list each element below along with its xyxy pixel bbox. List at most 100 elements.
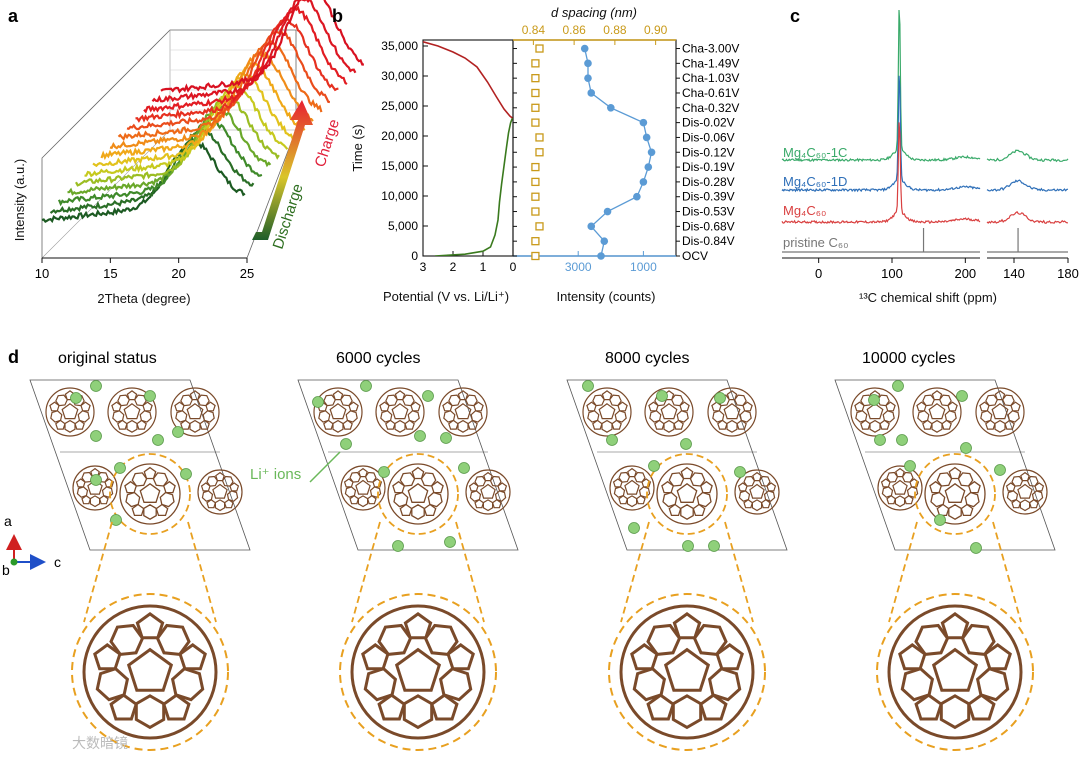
y-tick-label: 5,000 bbox=[388, 219, 418, 233]
state-label: Dis-0.28V bbox=[682, 175, 735, 189]
panel-c-nmr: 0 100 200 140 180 Mg₄C₆₀-1C Mg₄C₆₀-1D Mg₄C₆₀… bbox=[781, 9, 1079, 305]
li-ion bbox=[414, 430, 426, 442]
d-spacing-point bbox=[531, 162, 540, 172]
fullerene bbox=[582, 387, 632, 437]
x-tick-label: 0 bbox=[510, 260, 517, 274]
li-ion bbox=[180, 468, 192, 480]
d-spacing-point bbox=[535, 222, 544, 231]
li-ion bbox=[956, 390, 968, 402]
panel-d-structures bbox=[29, 379, 1056, 751]
fullerene bbox=[1002, 469, 1048, 515]
fullerene bbox=[119, 463, 181, 525]
intensity-point bbox=[607, 104, 615, 112]
d-spacing-point bbox=[531, 251, 540, 261]
li-ion bbox=[90, 474, 102, 486]
zoom-line bbox=[455, 521, 485, 623]
highlight-circle bbox=[109, 453, 191, 535]
fullerene bbox=[644, 387, 694, 437]
y-tick-label: 0 bbox=[411, 249, 418, 263]
panel-b-top-label: d spacing (nm) bbox=[551, 5, 637, 20]
highlight-circle bbox=[914, 453, 996, 535]
fullerene bbox=[45, 387, 95, 437]
li-ion bbox=[312, 396, 324, 408]
y-tick-label: 25,000 bbox=[381, 99, 418, 113]
d-spacing-point bbox=[531, 207, 540, 216]
potential-curve-charge bbox=[423, 41, 513, 119]
li-ion bbox=[994, 464, 1006, 476]
intensity-point bbox=[642, 133, 651, 142]
li-ion bbox=[172, 426, 184, 438]
xrd-curve bbox=[160, 0, 364, 94]
fullerene bbox=[912, 387, 962, 437]
unit-cell bbox=[566, 379, 788, 551]
potential-curve-discharge bbox=[434, 117, 513, 256]
panel-a-ylabel: Intensity (a.u.) bbox=[12, 159, 27, 241]
fullerene bbox=[340, 465, 386, 511]
li-ions-label: Li⁺ ions bbox=[250, 466, 301, 483]
zoom-line bbox=[888, 521, 918, 623]
li-ion bbox=[114, 462, 126, 474]
intensity-point bbox=[597, 252, 605, 260]
li-ion bbox=[90, 380, 102, 392]
panel-label-c: c bbox=[790, 6, 800, 26]
nmr-spectrum-right bbox=[986, 179, 1069, 192]
panel-a-xlabel: 2Theta (degree) bbox=[97, 291, 190, 306]
fullerene bbox=[82, 604, 218, 740]
xrd-curve bbox=[126, 27, 331, 131]
highlight-circle bbox=[646, 453, 728, 535]
nmr-spectrum-right bbox=[986, 210, 1068, 224]
x-tick-label: 10 bbox=[35, 266, 49, 281]
zoom-line bbox=[620, 521, 650, 623]
structure-1 bbox=[297, 379, 519, 751]
x-tick-label: 20 bbox=[171, 266, 185, 281]
panel-label-b: b bbox=[332, 6, 343, 26]
fullerene bbox=[850, 387, 900, 437]
zoom-circle bbox=[876, 593, 1034, 751]
unit-cell bbox=[297, 379, 519, 551]
li-ion bbox=[896, 434, 908, 446]
y-tick-label: 10,000 bbox=[381, 189, 418, 203]
d-spacing-point bbox=[531, 192, 540, 201]
xrd-curve bbox=[92, 71, 297, 168]
li-ion bbox=[734, 466, 746, 478]
li-ion bbox=[360, 380, 372, 392]
li-ion bbox=[70, 392, 82, 404]
intensity-point bbox=[603, 207, 612, 216]
unit-cell bbox=[834, 379, 1056, 551]
unit-cell bbox=[29, 379, 251, 551]
d-spacing-point bbox=[535, 44, 544, 53]
state-label: Cha-1.49V bbox=[682, 56, 739, 70]
fullerene bbox=[465, 469, 511, 515]
zoom-circle bbox=[71, 593, 229, 751]
xrd-curve bbox=[84, 82, 289, 178]
xrd-curve bbox=[135, 17, 339, 123]
nmr-spectrum-left bbox=[781, 9, 981, 163]
d-spacing-point bbox=[531, 103, 540, 112]
li-ion bbox=[874, 434, 886, 446]
watermark: 大数暗镜 bbox=[72, 735, 128, 751]
state-label: Cha-1.03V bbox=[682, 71, 739, 85]
intensity-point bbox=[600, 237, 609, 245]
x-tick-label: 3 bbox=[420, 260, 427, 274]
zoom-line bbox=[351, 521, 381, 623]
li-ion bbox=[378, 466, 390, 478]
fullerene bbox=[887, 604, 1023, 740]
d-spacing-point bbox=[535, 133, 544, 142]
state-label: Dis-0.19V bbox=[682, 160, 735, 174]
title-8000-cycles: 8000 cycles bbox=[605, 350, 690, 367]
axis-a-label: a bbox=[4, 513, 12, 529]
xrd-curve bbox=[67, 105, 272, 196]
li-ion bbox=[392, 540, 404, 552]
state-label: Dis-0.53V bbox=[682, 205, 735, 219]
li-ion bbox=[714, 392, 726, 404]
li-ion bbox=[708, 540, 720, 552]
fullerene bbox=[107, 387, 157, 437]
li-ions-pointer bbox=[309, 451, 341, 483]
fullerene bbox=[375, 387, 425, 437]
d-spacing-point bbox=[531, 88, 540, 98]
title-10000-cycles: 10000 cycles bbox=[862, 350, 955, 367]
li-ion bbox=[152, 434, 164, 446]
structure-2 bbox=[566, 379, 788, 751]
title-6000-cycles: 6000 cycles bbox=[336, 350, 421, 367]
